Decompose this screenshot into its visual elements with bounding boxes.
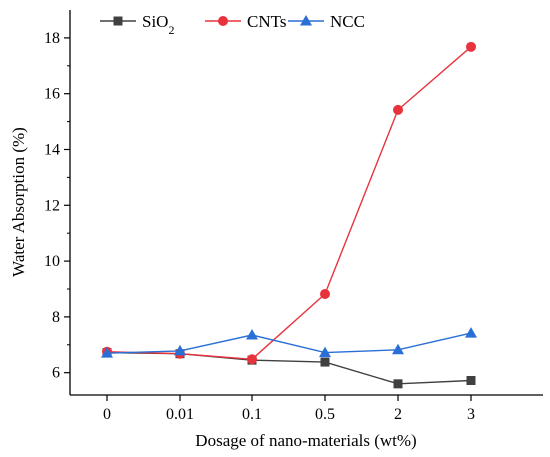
- x-tick-label: 0.1: [242, 406, 262, 423]
- series-line: [106, 351, 472, 385]
- legend-marker: [300, 15, 312, 26]
- y-tick-label: 10: [44, 253, 60, 270]
- data-point: [393, 379, 403, 389]
- series-0: [102, 348, 476, 389]
- y-axis-title: Water Absorption (%): [9, 127, 28, 277]
- series-2: [101, 327, 477, 358]
- data-point: [319, 346, 331, 358]
- data-point: [320, 357, 330, 367]
- y-tick-label: 12: [44, 197, 60, 214]
- data-point: [101, 347, 113, 358]
- x-tick-label: 3: [467, 406, 475, 423]
- legend-item-0: SiO2: [100, 12, 174, 37]
- series-line: [106, 332, 472, 354]
- series-layer: [101, 41, 477, 389]
- y-tick-label: 16: [44, 86, 60, 103]
- legend-label: CNTs: [247, 12, 286, 31]
- series-1: [102, 41, 476, 365]
- x-tick-label: 0.5: [315, 406, 335, 423]
- ticks: 6 8 10 12 14 16 18 0 0.01 0.1 0.5 2 3: [44, 30, 475, 423]
- x-tick-label: 0.01: [166, 406, 194, 423]
- y-tick-label: 8: [52, 309, 60, 326]
- series-line: [106, 46, 472, 361]
- axes: [69, 10, 543, 396]
- x-tick-label: 2: [394, 406, 402, 423]
- legend-marker: [113, 16, 123, 26]
- data-point: [247, 354, 257, 365]
- data-point: [246, 329, 258, 340]
- data-point: [466, 41, 476, 52]
- legend: SiO2 CNTs NCC: [100, 12, 365, 37]
- data-point: [393, 104, 403, 115]
- y-tick-label: 6: [52, 365, 60, 382]
- legend-item-2: NCC: [288, 12, 365, 31]
- legend-item-1: CNTs: [205, 12, 286, 31]
- y-tick-label: 14: [44, 141, 60, 158]
- data-point: [174, 344, 186, 356]
- legend-label: SiO2: [142, 12, 174, 37]
- y-tick-label: 18: [44, 30, 60, 47]
- x-axis-title: Dosage of nano-materials (wt%): [195, 431, 416, 450]
- data-point: [392, 343, 404, 355]
- data-point: [465, 327, 477, 338]
- legend-label: NCC: [330, 12, 365, 31]
- legend-marker: [218, 16, 228, 26]
- data-point: [466, 375, 476, 385]
- data-point: [320, 289, 330, 300]
- x-tick-label: 0: [103, 406, 111, 423]
